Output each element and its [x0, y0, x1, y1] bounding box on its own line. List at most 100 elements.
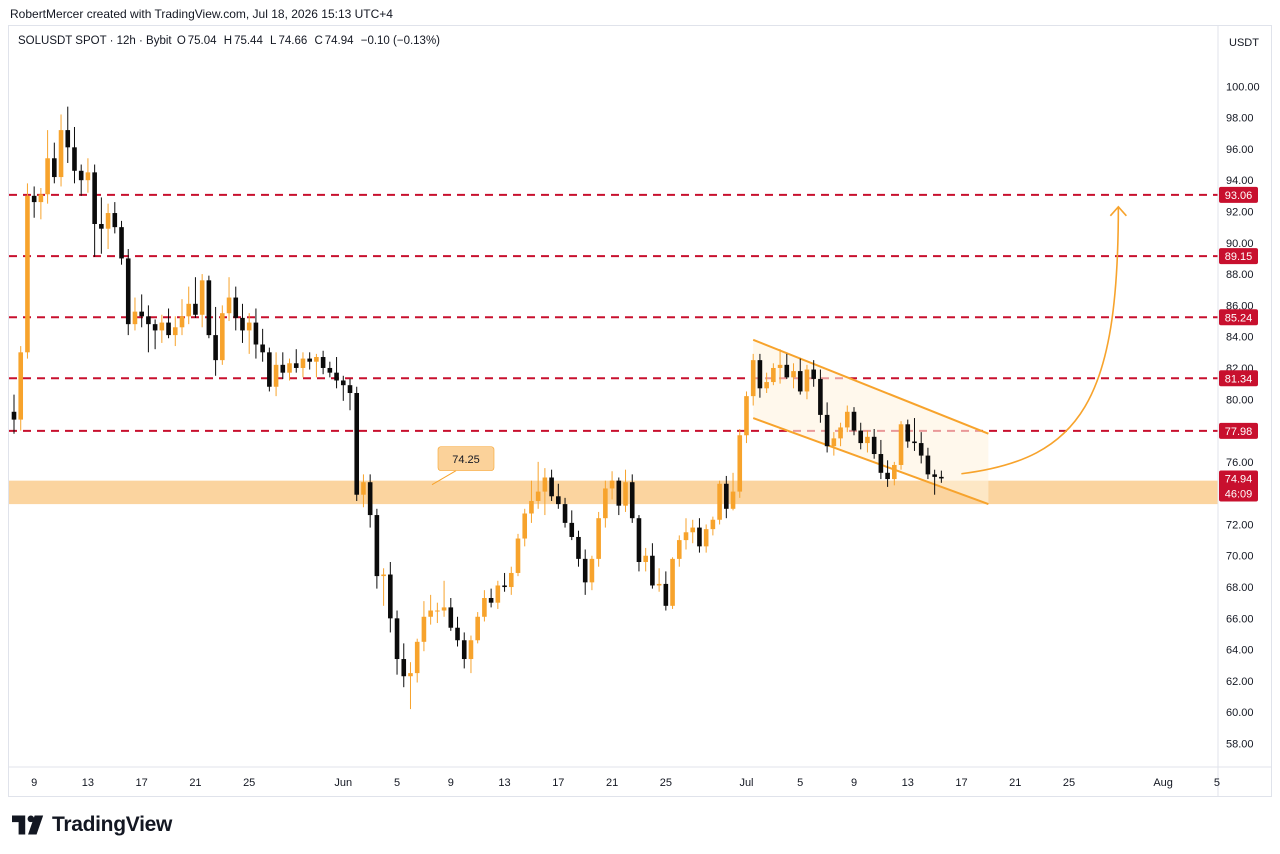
candle[interactable]: [663, 571, 669, 611]
candle[interactable]: [414, 638, 420, 683]
candle[interactable]: [220, 305, 225, 365]
candle[interactable]: [690, 519, 696, 544]
candle[interactable]: [139, 294, 144, 328]
candle[interactable]: [273, 352, 279, 397]
candle[interactable]: [293, 349, 299, 373]
candle[interactable]: [327, 361, 333, 378]
candle[interactable]: [811, 360, 816, 387]
candle[interactable]: [939, 470, 944, 483]
candle[interactable]: [488, 588, 494, 608]
candle[interactable]: [623, 469, 628, 512]
symbol-legend[interactable]: SOLUSDT SPOT · 12h · Bybit O 75.04 H 75.44…: [18, 35, 442, 47]
candle[interactable]: [724, 475, 729, 519]
candle[interactable]: [186, 286, 192, 325]
candle[interactable]: [334, 357, 339, 389]
candle[interactable]: [367, 474, 373, 528]
candle[interactable]: [871, 428, 877, 459]
candle[interactable]: [683, 518, 689, 550]
candle[interactable]: [744, 391, 749, 444]
candle[interactable]: [556, 483, 561, 509]
candle[interactable]: [885, 460, 890, 487]
candle[interactable]: [703, 524, 709, 553]
candle[interactable]: [374, 508, 380, 589]
candle[interactable]: [394, 610, 400, 675]
candle[interactable]: [764, 372, 769, 394]
candle[interactable]: [172, 316, 178, 347]
candle[interactable]: [535, 461, 541, 509]
candle[interactable]: [320, 350, 326, 375]
candle[interactable]: [589, 555, 595, 591]
candle[interactable]: [381, 568, 386, 606]
candle[interactable]: [246, 313, 252, 354]
candle[interactable]: [448, 597, 454, 631]
candle[interactable]: [676, 535, 682, 567]
candle[interactable]: [455, 616, 460, 647]
candle[interactable]: [52, 142, 57, 184]
candle[interactable]: [717, 480, 722, 525]
candle[interactable]: [388, 562, 393, 633]
candle[interactable]: [152, 319, 158, 350]
candle[interactable]: [112, 202, 118, 234]
candle[interactable]: [85, 158, 91, 193]
candle[interactable]: [838, 422, 843, 447]
candle[interactable]: [468, 635, 474, 674]
candle[interactable]: [549, 469, 554, 501]
tradingview-logo[interactable]: TradingView: [12, 813, 172, 837]
candle[interactable]: [892, 461, 897, 486]
candle[interactable]: [347, 378, 353, 411]
candle[interactable]: [925, 447, 931, 480]
candle[interactable]: [25, 183, 30, 359]
candle[interactable]: [784, 353, 790, 379]
candle[interactable]: [159, 314, 165, 343]
candle[interactable]: [31, 186, 37, 218]
candle[interactable]: [932, 469, 937, 495]
candle[interactable]: [757, 353, 763, 398]
candle[interactable]: [119, 220, 124, 265]
candle[interactable]: [576, 530, 581, 567]
candle[interactable]: [253, 308, 259, 359]
candle[interactable]: [287, 358, 292, 381]
candle[interactable]: [206, 275, 212, 339]
candle[interactable]: [435, 602, 440, 624]
candle[interactable]: [260, 328, 265, 362]
candle[interactable]: [240, 303, 245, 343]
candle[interactable]: [562, 497, 568, 528]
support-label-box[interactable]: [437, 446, 495, 471]
candle[interactable]: [18, 346, 24, 431]
candle[interactable]: [475, 612, 480, 644]
candle[interactable]: [78, 164, 84, 196]
candle[interactable]: [354, 386, 360, 501]
candle[interactable]: [851, 407, 857, 436]
candle[interactable]: [912, 418, 917, 451]
candle[interactable]: [865, 430, 870, 453]
candle[interactable]: [146, 305, 151, 353]
candle[interactable]: [824, 402, 830, 453]
candle[interactable]: [697, 518, 702, 553]
chart-frame[interactable]: [8, 25, 1272, 797]
candle[interactable]: [831, 432, 837, 456]
candle[interactable]: [226, 277, 232, 322]
candle[interactable]: [918, 432, 924, 464]
candle[interactable]: [529, 480, 534, 523]
candle[interactable]: [441, 580, 447, 617]
candle[interactable]: [361, 474, 366, 508]
projection-arrow[interactable]: [961, 206, 1120, 475]
candle[interactable]: [603, 480, 608, 528]
candle[interactable]: [213, 306, 218, 376]
candle[interactable]: [898, 421, 904, 470]
candle[interactable]: [45, 130, 50, 204]
candle[interactable]: [515, 533, 521, 577]
candle[interactable]: [737, 428, 743, 498]
candle[interactable]: [166, 308, 171, 339]
candle[interactable]: [125, 249, 131, 336]
candle[interactable]: [750, 353, 756, 406]
symbol-name[interactable]: SOLUSDT SPOT · 12h · Bybit: [18, 35, 172, 47]
candle[interactable]: [616, 477, 622, 516]
candle[interactable]: [596, 511, 601, 567]
candle[interactable]: [58, 114, 64, 187]
candle[interactable]: [461, 632, 467, 669]
candle[interactable]: [199, 274, 205, 328]
candle[interactable]: [495, 580, 501, 609]
candle[interactable]: [818, 369, 823, 423]
candle[interactable]: [11, 394, 17, 434]
